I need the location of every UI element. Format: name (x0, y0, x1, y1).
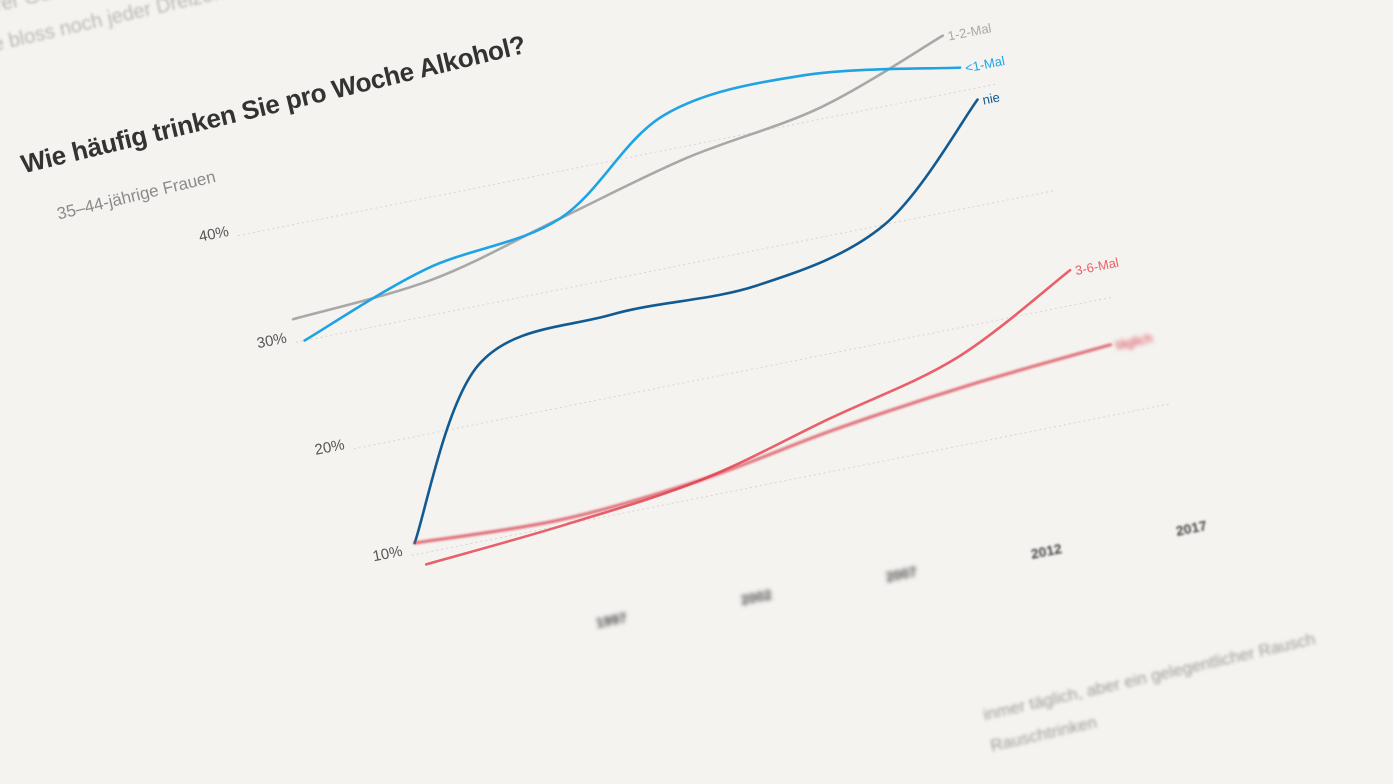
series-label: 1-2-Mal (946, 20, 992, 43)
series-label: täglich (1114, 331, 1154, 353)
series-label: <1-Mal (964, 53, 1006, 76)
series-line (291, 34, 945, 321)
x-tick-label: 2017 (1174, 517, 1208, 539)
x-tick-label: 2012 (1029, 540, 1063, 562)
y-tick-label: 30% (255, 330, 288, 353)
series-label: nie (981, 89, 1001, 107)
y-tick-label: 40% (197, 223, 230, 246)
gridline (295, 190, 1053, 343)
gridline (411, 403, 1169, 556)
series-line (413, 343, 1113, 545)
gridline (353, 296, 1111, 450)
series-line (303, 66, 962, 342)
x-tick-label: 2002 (739, 586, 773, 608)
series-line (424, 268, 1072, 566)
x-tick-label: 1997 (594, 609, 628, 631)
x-tick-label: 2007 (884, 563, 918, 585)
y-tick-label: 20% (313, 436, 346, 459)
y-tick-label: 10% (371, 543, 404, 566)
series-label: 3-6-Mal (1074, 255, 1120, 278)
series-line (413, 98, 979, 545)
